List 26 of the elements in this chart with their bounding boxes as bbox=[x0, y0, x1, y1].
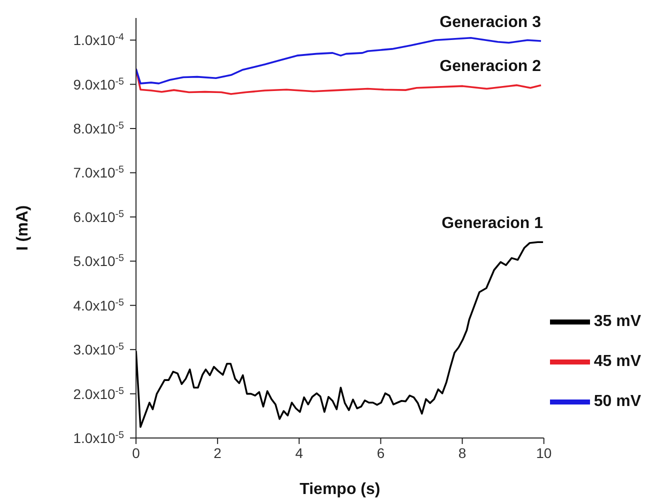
x-tick-label: 4 bbox=[295, 445, 304, 461]
y-tick-label: 1.0x10$^{-5}$ bbox=[73, 430, 125, 446]
line-series bbox=[136, 36, 542, 84]
x-tick-label: 2 bbox=[214, 445, 222, 461]
x-tick-label: 0 bbox=[132, 445, 140, 461]
line-series bbox=[136, 241, 544, 428]
x-tick-label: 8 bbox=[458, 445, 466, 461]
y-tick-label: 1.0x10$^{-4}$ bbox=[73, 32, 125, 48]
y-tick-label: 9.0x10$^{-5}$ bbox=[73, 76, 125, 92]
legend-label: 45 mV bbox=[594, 353, 641, 370]
x-tick-label: 10 bbox=[536, 445, 552, 461]
annotation: Generacion 2 bbox=[440, 58, 542, 76]
legend-label: 50 mV bbox=[594, 393, 641, 410]
legend-label: 35 mV bbox=[594, 313, 641, 330]
x-tick-label: 6 bbox=[376, 445, 385, 461]
y-tick-label: 4.0x10$^{-5}$ bbox=[73, 296, 125, 314]
annotation: Generacion 3 bbox=[440, 14, 542, 31]
y-axis-title: I (mA) bbox=[14, 205, 32, 251]
y-tick-label: 5.0x10$^{-5}$ bbox=[73, 252, 125, 270]
y-tick-label: 3.0x10$^{-5}$ bbox=[73, 341, 125, 358]
y-tick-label: 6.0x10$^{-5}$ bbox=[73, 208, 125, 225]
x-axis-title: Tiempo (s) bbox=[300, 481, 380, 498]
y-tick-label: 7.0x10$^{-5}$ bbox=[73, 164, 125, 181]
y-tick-label: 8.0x10$^{-5}$ bbox=[73, 120, 125, 137]
y-tick-label: 2.0x10$^{-5}$ bbox=[73, 385, 125, 402]
annotation: Generacion 1 bbox=[442, 215, 544, 232]
